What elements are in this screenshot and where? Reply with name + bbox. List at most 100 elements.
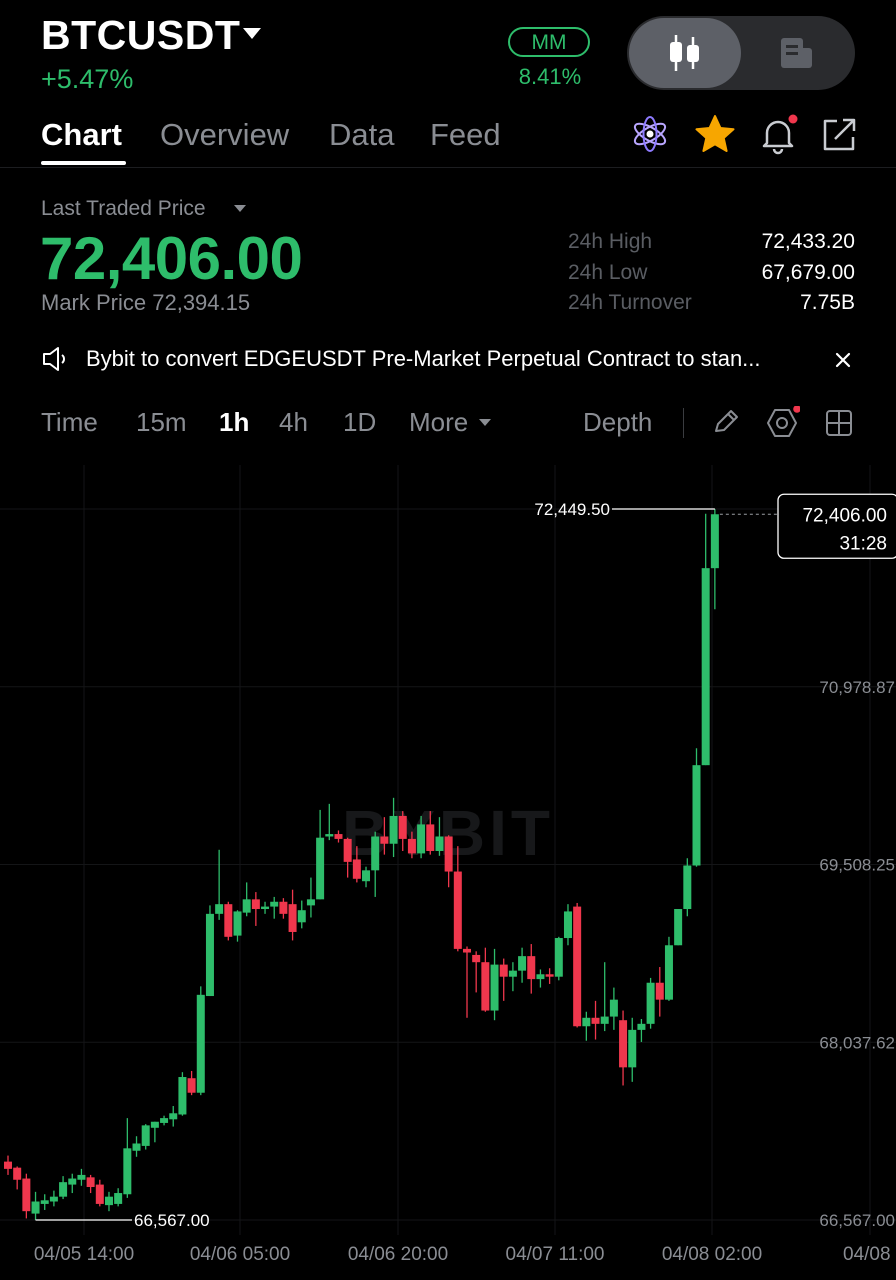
depth-button[interactable]: Depth xyxy=(583,407,653,437)
tab-overview[interactable]: Overview xyxy=(160,117,290,152)
star-icon[interactable] xyxy=(694,113,736,155)
candle-body xyxy=(77,1174,86,1180)
candle-body xyxy=(444,836,453,872)
candle-body xyxy=(205,913,214,997)
interval-1h[interactable]: 1h xyxy=(219,407,250,437)
candle xyxy=(664,936,673,1001)
candle xyxy=(600,962,609,1032)
candle xyxy=(710,509,719,610)
candlestick-view-button[interactable] xyxy=(629,18,741,88)
candle xyxy=(132,1136,141,1157)
candle xyxy=(224,901,233,941)
close-icon[interactable] xyxy=(832,349,854,371)
candle-body xyxy=(224,904,233,937)
candle xyxy=(123,1118,132,1198)
candle xyxy=(334,830,343,843)
candlestick-chart[interactable]: BYBIT 70,978.8769,508.2568,037.6266,567.… xyxy=(0,465,896,1280)
candle xyxy=(270,896,279,919)
mm-value: 8.41% xyxy=(518,64,582,89)
last-traded-price-label[interactable]: Last Traded Price xyxy=(41,197,206,220)
x-tick-label: 04/07 11:00 xyxy=(506,1244,605,1265)
candle xyxy=(655,967,664,1017)
candle-body xyxy=(499,964,508,977)
candle-body xyxy=(279,901,288,914)
candle-body xyxy=(637,1023,646,1030)
divider xyxy=(0,167,896,168)
x-tick-label: 04/06 20:00 xyxy=(348,1244,448,1265)
candle xyxy=(683,858,692,917)
candle xyxy=(114,1188,123,1207)
candle xyxy=(68,1173,77,1194)
candle xyxy=(545,968,554,984)
announcement-text[interactable]: Bybit to convert EDGEUSDT Pre-Market Per… xyxy=(86,346,761,371)
candle xyxy=(453,846,462,952)
candle-body xyxy=(518,956,527,971)
candle-body xyxy=(398,815,407,839)
candle xyxy=(261,901,270,914)
candle xyxy=(251,892,260,926)
candle-body xyxy=(242,899,251,913)
candle xyxy=(59,1176,68,1200)
low-marker-label: 66,567.00 xyxy=(134,1211,210,1230)
candle-body xyxy=(196,994,205,1093)
tab-data[interactable]: Data xyxy=(329,117,395,152)
candle-body xyxy=(508,970,517,977)
candle-body xyxy=(554,938,563,977)
interval-more[interactable]: More xyxy=(409,407,469,437)
tab-chart[interactable]: Chart xyxy=(41,117,122,152)
stat-value-low: 67,679.00 xyxy=(761,261,855,284)
candle xyxy=(463,946,471,1018)
candle-body xyxy=(407,838,416,854)
candle xyxy=(13,1166,22,1190)
symbol-title[interactable]: BTCUSDT xyxy=(41,12,241,58)
bell-icon[interactable] xyxy=(758,113,800,155)
caret-down-icon[interactable] xyxy=(234,205,246,212)
active-tab-indicator xyxy=(41,161,126,165)
chart-overlay: 70,978.8769,508.2568,037.6266,567.0004/0… xyxy=(34,493,896,1265)
candle-body xyxy=(325,834,334,837)
candle-body xyxy=(481,962,490,1011)
candle xyxy=(22,1173,31,1219)
candle-body xyxy=(132,1143,141,1151)
candle-body xyxy=(710,514,719,569)
candle xyxy=(472,951,481,993)
candle xyxy=(288,889,297,941)
x-tick-label: 04/08 02:00 xyxy=(662,1244,762,1265)
tab-feed[interactable]: Feed xyxy=(430,117,501,152)
candle-body xyxy=(215,904,224,914)
interval-time[interactable]: Time xyxy=(41,407,98,437)
y-tick-label: 70,978.87 xyxy=(819,678,895,697)
candle-body xyxy=(389,815,398,844)
info-view-button[interactable] xyxy=(741,18,853,88)
atom-icon[interactable] xyxy=(630,114,670,154)
candle xyxy=(582,1011,591,1041)
interval-1d[interactable]: 1D xyxy=(343,407,377,437)
caret-down-icon[interactable] xyxy=(479,419,491,426)
settings-hexagon-icon[interactable] xyxy=(766,406,800,438)
candle xyxy=(86,1174,95,1194)
candle-body xyxy=(187,1078,196,1093)
grid-layout-icon[interactable] xyxy=(824,406,854,438)
pencil-icon[interactable] xyxy=(710,406,740,438)
candle xyxy=(398,811,407,851)
candle-body xyxy=(270,901,279,907)
chevron-down-icon[interactable] xyxy=(243,28,261,39)
mm-badge[interactable]: MM xyxy=(508,27,590,57)
share-icon[interactable] xyxy=(819,115,859,155)
candle xyxy=(150,1121,159,1143)
candle-body xyxy=(31,1201,40,1214)
candle xyxy=(637,1018,646,1042)
candle xyxy=(646,977,655,1029)
candle xyxy=(205,905,214,997)
candle xyxy=(178,1072,187,1116)
candle xyxy=(380,817,389,855)
candle-body xyxy=(141,1125,150,1146)
interval-15m[interactable]: 15m xyxy=(136,407,187,437)
candle-body xyxy=(40,1200,49,1204)
mark-price: Mark Price 72,394.15 xyxy=(41,290,251,315)
stat-label-high: 24h High xyxy=(568,230,653,253)
candle xyxy=(215,849,224,920)
interval-4h[interactable]: 4h xyxy=(279,407,308,437)
divider xyxy=(683,408,684,438)
candle-body xyxy=(334,834,343,839)
